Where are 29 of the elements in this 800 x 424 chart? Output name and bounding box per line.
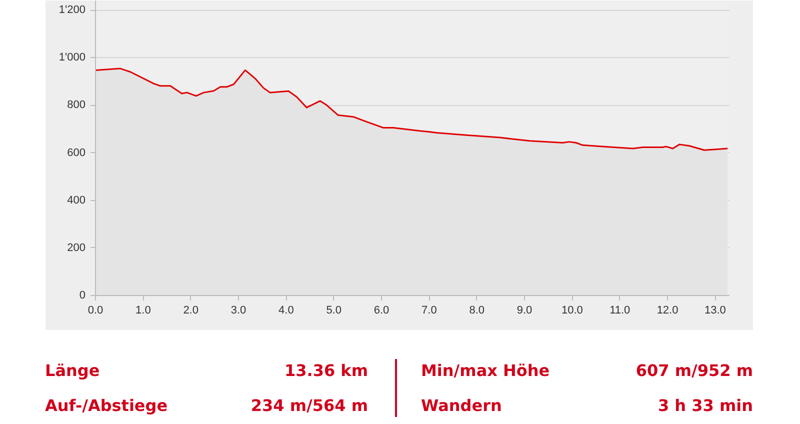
- text: Länge: [45, 360, 100, 382]
- text: Wandern: [421, 395, 502, 417]
- x-tick-label: 2.0: [183, 304, 198, 316]
- x-tick-label: 3.0: [230, 304, 246, 316]
- text: Auf-/Abstiege: [45, 395, 168, 417]
- text: 607 m/952 m: [636, 360, 753, 382]
- x-tick-label: 11.0: [610, 304, 630, 316]
- x-tick-label: 12.0: [656, 304, 678, 316]
- x-tick-label: 4.0: [278, 304, 294, 316]
- y-tick-label: 200: [67, 242, 86, 254]
- y-tick-label: 600: [67, 146, 86, 159]
- text: 234 m/564 m: [250, 395, 368, 417]
- y-tick-label: 1'000: [58, 52, 86, 64]
- text: Min/max Höhe: [421, 360, 550, 382]
- text: 13.36 km: [284, 360, 368, 382]
- y-tick-label: 0: [79, 290, 86, 302]
- y-tick-label: 800: [67, 99, 86, 112]
- x-tick-label: 8.0: [469, 304, 485, 316]
- text: 3 h 33 min: [658, 395, 753, 417]
- x-tick-label: 5.0: [326, 304, 342, 316]
- x-tick-label: 7.0: [422, 304, 437, 316]
- x-tick-label: 13.0: [704, 304, 726, 316]
- y-tick-label: 400: [67, 194, 86, 206]
- x-tick-label: 9.0: [516, 304, 532, 316]
- x-tick-label: 0.0: [88, 304, 104, 316]
- y-tick-label: 1'200: [58, 4, 86, 16]
- x-tick-label: 10.0: [561, 304, 583, 316]
- x-tick-label: 1.0: [136, 304, 151, 316]
- x-tick-label: 6.0: [374, 304, 390, 316]
